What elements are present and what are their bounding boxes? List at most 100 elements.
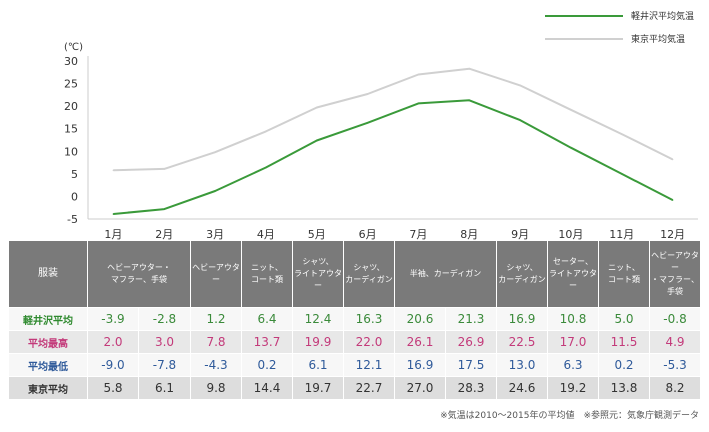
y-unit-label: (℃) [64,42,83,53]
data-point-tokyo [366,93,369,95]
data-point-tokyo [519,84,521,87]
temperature-line-chart: (℃) 30 25 20 15 10 5 0 -5 1月 2月 3月 4月 5月 6月 7月 8月 9月 10月 11… [64,42,698,240]
clothing-line: シャツ、 [302,257,334,266]
value-cell: 21.3 [444,307,498,331]
clothing-line: マフラー、手袋 [111,275,167,284]
data-point-tokyo [620,133,623,135]
row-label: 平均最高 [8,330,88,354]
clothing-cell: シャツ、 カーディガン [343,240,395,308]
row-label: 軽井沢平均 [8,307,88,331]
data-point-tokyo [417,73,420,76]
value-cell: -2.8 [138,307,191,331]
value-cell: 6.4 [241,307,293,331]
value-cell: 13.7 [241,330,293,354]
clothing-line: ヘビーアウター・ [107,263,171,272]
data-point-karuizawa [468,99,471,102]
legend-karuizawa: 軽井沢平均気温 [545,8,705,24]
series-line-karuizawa [113,99,674,215]
value-cell: 2.0 [87,330,139,354]
data-point-karuizawa [366,122,369,124]
series-line-tokyo [113,67,674,172]
value-cell: 13.8 [598,376,651,400]
clothing-cell: ヘビーアウター [190,240,242,308]
y-tick-label: 10 [64,145,78,158]
value-cell: 6.1 [292,353,344,377]
data-point-karuizawa [519,119,521,121]
legend-swatch-karuizawa [545,15,623,17]
value-cell: 9.8 [190,376,242,400]
row-label: 東京平均 [8,376,88,400]
row-karuizawa-avg: 軽井沢平均 -3.9 -2.8 1.2 6.4 12.4 16.3 20.6 21.3 16.9 1… [8,307,702,331]
data-point-tokyo [265,130,267,133]
x-tick-label: 3月 [206,228,224,240]
data-point-karuizawa [265,166,267,169]
y-tick-label: 20 [64,100,78,113]
value-cell: -5.3 [649,353,702,377]
legend-swatch-tokyo [545,38,623,40]
value-cell: -9.0 [87,353,139,377]
x-tick-label: 10月 [558,228,583,240]
clothing-line: コート類 [608,275,641,284]
clothing-line: 半袖、カーディガン [409,269,482,278]
value-cell: 4.9 [649,330,702,354]
value-cell: 13.0 [496,353,549,377]
value-cell: 22.7 [343,376,395,400]
clothing-line: シャツ、 [353,263,385,272]
legend-tokyo: 東京平均気温 [545,31,705,47]
data-point-karuizawa [112,213,115,215]
data-point-karuizawa [417,102,420,105]
legend-label-tokyo: 東京平均気温 [631,35,686,45]
data-point-tokyo [112,169,115,172]
value-cell: 12.1 [343,353,395,377]
value-cell: -3.9 [87,307,139,331]
clothing-cell: シャツ、 ライトアウター [292,240,344,308]
value-cell: 19.9 [292,330,344,354]
y-tick-label: 15 [64,123,78,136]
clothing-line: ライトアウター [549,269,598,290]
value-cell: 16.9 [394,353,446,377]
legend-label-karuizawa: 軽井沢平均気温 [631,12,695,22]
value-cell: 10.8 [547,307,600,331]
x-tick-label: 1月 [104,228,122,240]
data-point-tokyo [163,168,166,170]
y-tick-label: 5 [71,168,78,181]
value-cell: 17.0 [547,330,600,354]
value-cell: 12.4 [292,307,344,331]
x-tick-label: 9月 [511,228,529,240]
clothing-header: 服装 [8,240,88,308]
clothing-cell: シャツ、 カーディガン [496,240,549,308]
clothing-line: ヘビーアウター [651,251,699,272]
value-cell: 17.5 [444,353,498,377]
value-cell: 0.2 [598,353,651,377]
value-cell: 3.0 [138,330,191,354]
x-tick-label: 6月 [359,228,377,240]
value-cell: -4.3 [190,353,242,377]
value-cell: 26.1 [394,330,446,354]
clothing-line: セーター、 [553,257,593,266]
y-tick-label: 30 [64,55,78,68]
value-cell: 5.8 [87,376,139,400]
row-tokyo-avg: 東京平均 5.8 6.1 9.8 14.4 19.7 22.7 27.0 28.3 24.6 19.… [8,376,702,400]
x-tick-label: 4月 [257,228,275,240]
data-point-karuizawa [163,208,166,210]
value-cell: -7.8 [138,353,191,377]
value-cell: 14.4 [241,376,293,400]
value-cell: 0.2 [241,353,293,377]
clothing-row: 服装 ヘビーアウター・ マフラー、手袋 ヘビーアウター ニット、 コート類 シャツ、… [8,240,702,308]
value-cell: -0.8 [649,307,702,331]
data-point-tokyo [671,158,674,161]
x-tick-label: 5月 [308,228,326,240]
clothing-line: シャツ、 [506,263,538,272]
value-cell: 16.3 [343,307,395,331]
value-cell: 24.6 [496,376,549,400]
x-tick-label: 7月 [409,228,427,240]
x-tick-label: 12月 [660,228,685,240]
value-cell: 20.6 [394,307,446,331]
x-tick-label: 8月 [460,228,478,240]
row-avg-min: 平均最低 -9.0 -7.8 -4.3 0.2 6.1 12.1 16.9 17.5 13.0 6.… [8,353,702,377]
value-cell: 27.0 [394,376,446,400]
data-point-karuizawa [620,173,623,175]
y-tick-label: 25 [64,78,78,91]
x-tick-label: 11月 [609,228,634,240]
value-cell: 1.2 [190,307,242,331]
